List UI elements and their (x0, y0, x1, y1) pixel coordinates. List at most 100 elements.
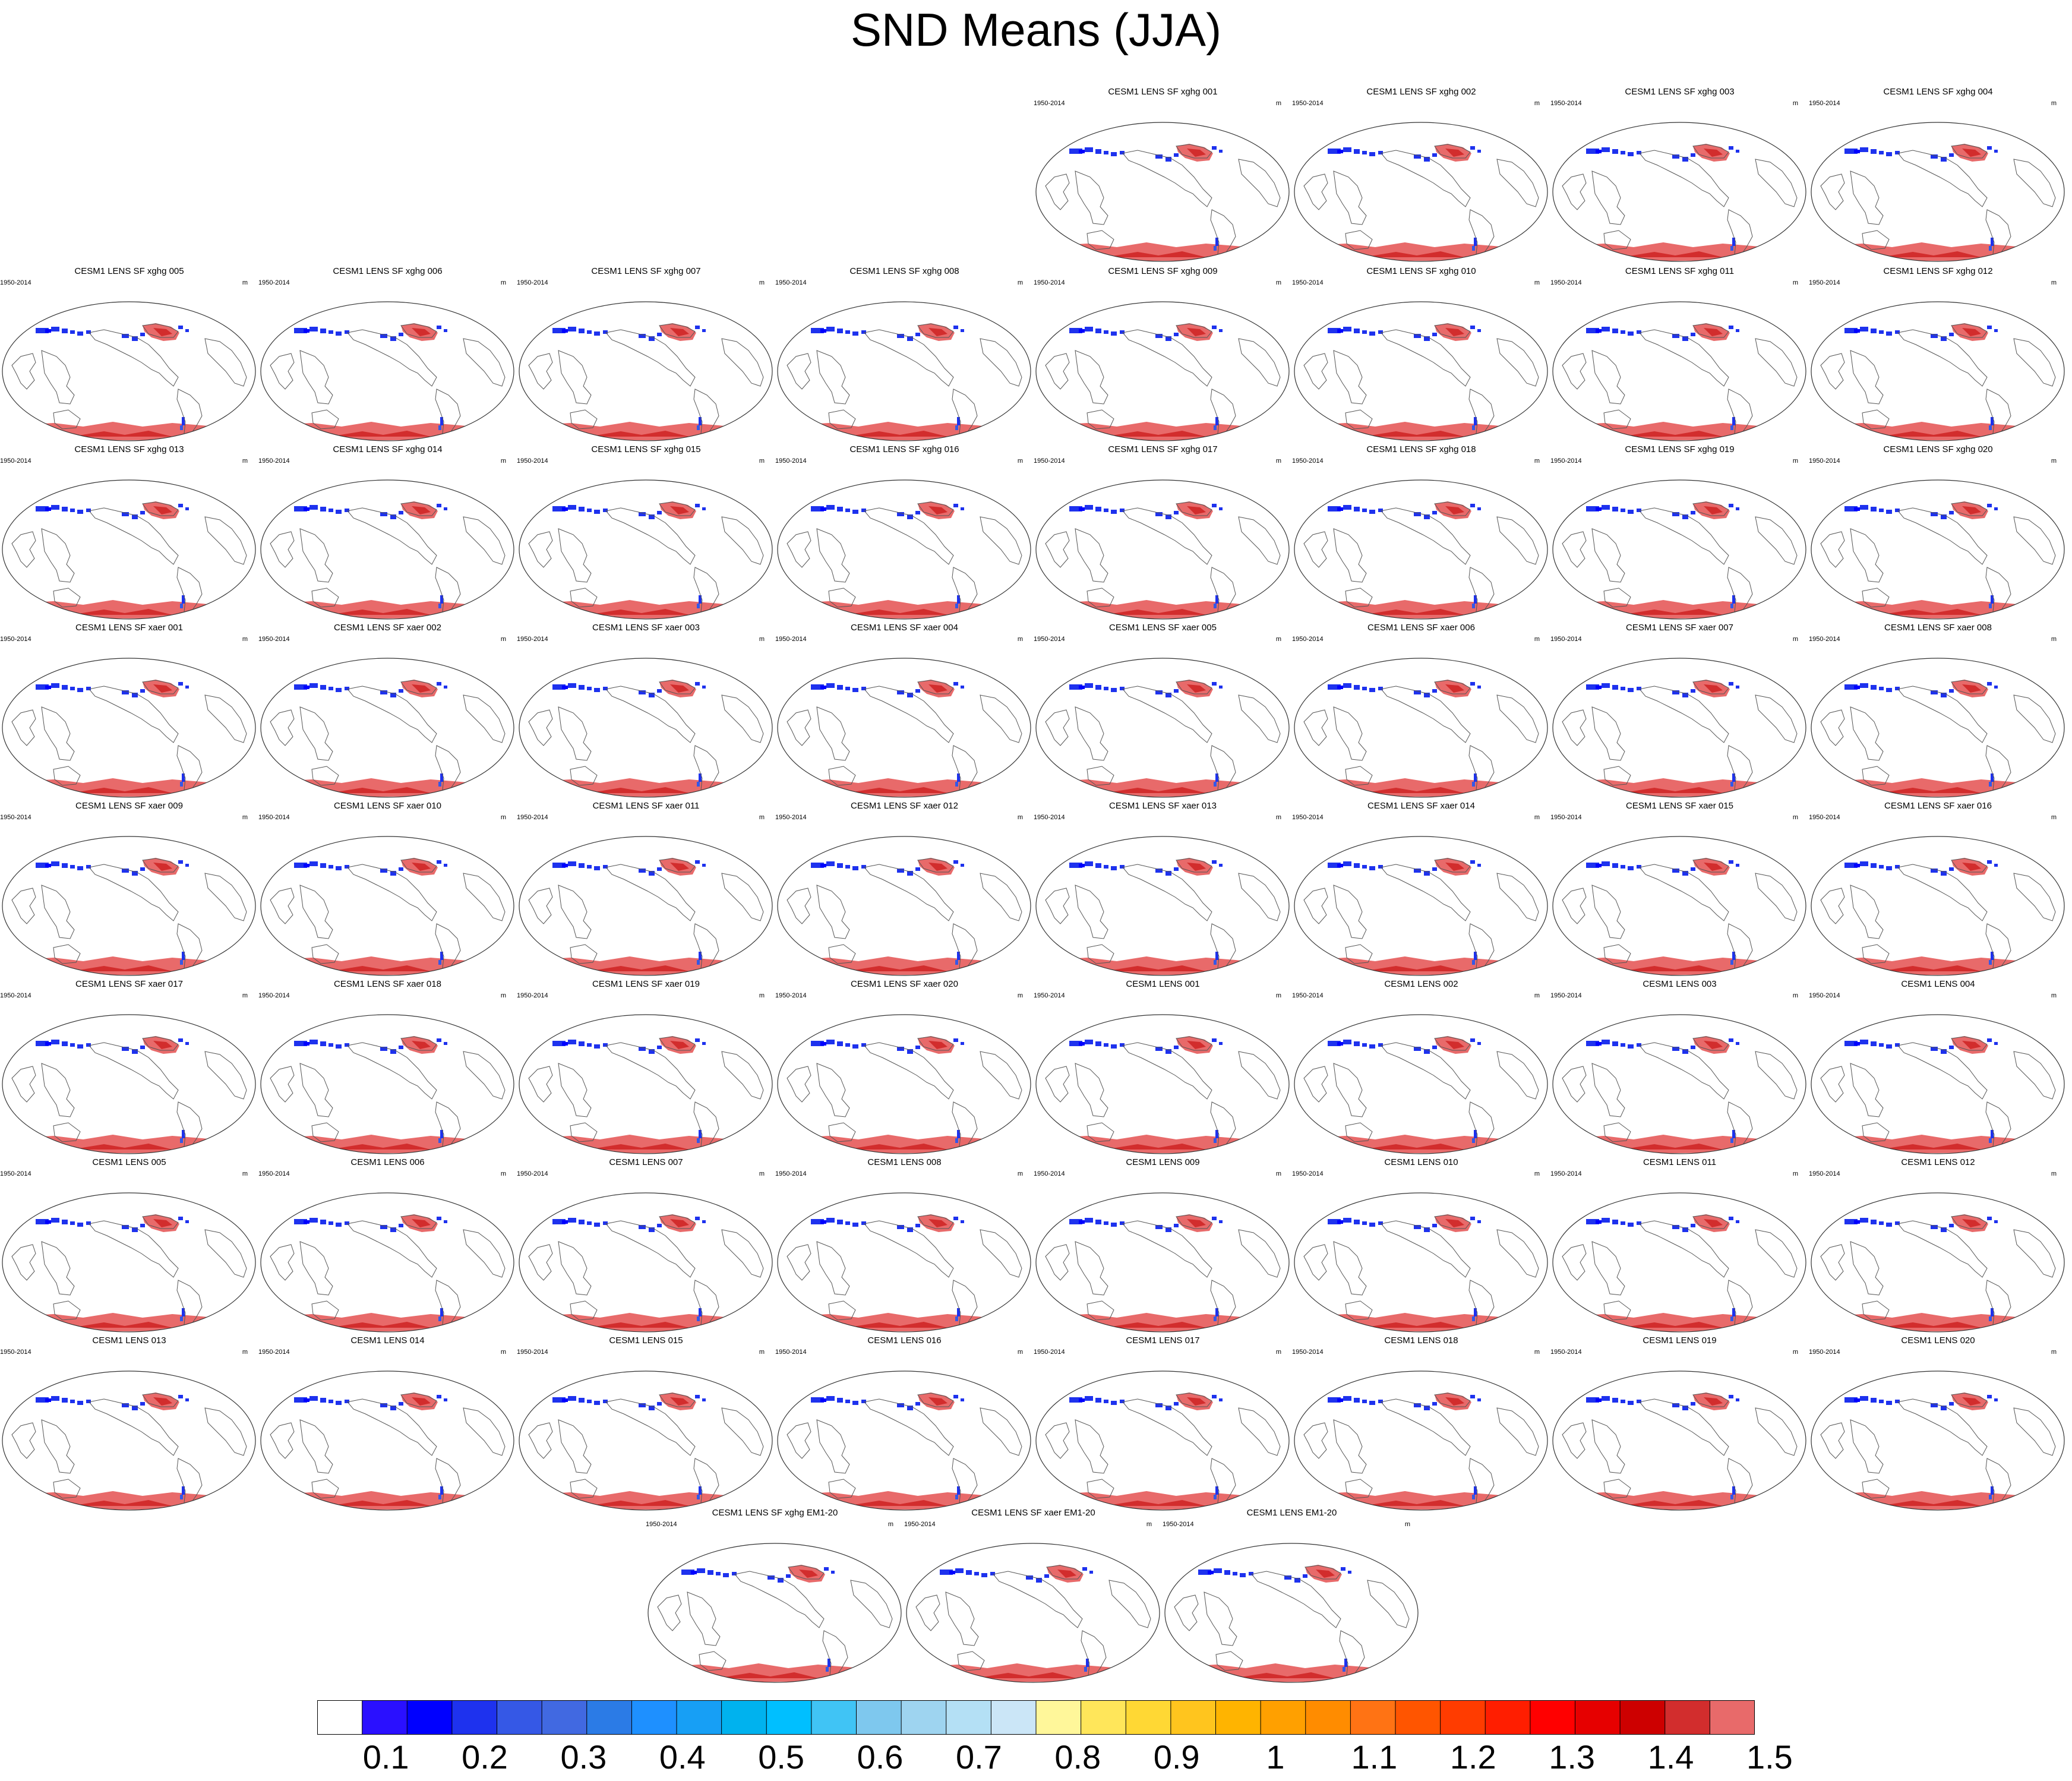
map-border (1294, 479, 1548, 620)
panel-units-label: m (1017, 1349, 1023, 1356)
antarctica-snow-region (1304, 600, 1536, 619)
antarctica-snow-region (916, 1663, 1148, 1682)
map-border (648, 1543, 902, 1683)
map-border (777, 301, 1031, 441)
map-panel: CESM1 LENS SF xghg 012 1950-2014 m (1809, 266, 2067, 446)
panel-period-label: 1950-2014 (775, 1170, 807, 1177)
panel-period-label: 1950-2014 (1550, 636, 1582, 643)
antarctica-deep-snow-region (71, 787, 172, 793)
antarctica-deep-snow-region (1880, 1144, 1981, 1150)
panel-units-label: m (1017, 814, 1023, 821)
map-plot (519, 1192, 773, 1332)
panel-period-label: 1950-2014 (517, 457, 548, 465)
map-plot (2, 1192, 256, 1332)
map-border (777, 1371, 1031, 1511)
panel-period-label: 1950-2014 (1292, 100, 1324, 107)
antarctica-deep-snow-region (1622, 787, 1723, 793)
map-border (1552, 479, 1806, 620)
panel-period-label: 1950-2014 (1034, 1349, 1065, 1356)
panel-period-label: 1950-2014 (775, 457, 807, 465)
map-border (1294, 122, 1548, 262)
colorbar-swatch (1395, 1700, 1441, 1735)
antarctica-deep-snow-region (1105, 1144, 1206, 1150)
map-border (519, 836, 773, 976)
panel-title: CESM1 LENS SF xaer 015 (1626, 801, 1733, 811)
map-plot (1035, 1371, 1290, 1511)
panel-units-label: m (887, 1521, 893, 1528)
antarctica-snow-region (12, 778, 244, 797)
map-plot (777, 1014, 1031, 1154)
colorbar-tick-label: 1.3 (1549, 1738, 1596, 1776)
colorbar-labels: 0.1 0.2 0.3 0.4 0.5 0.6 0.7 0.8 0.9 1 1.1 1.2 1.3 1.4… (317, 1738, 1793, 1779)
antarctica-snow-region (1046, 422, 1277, 441)
colorbar-tick-label: 1 (1266, 1738, 1285, 1776)
map-plot (1552, 1014, 1806, 1154)
map-border (519, 1371, 773, 1511)
colorbar-tick-label: 0.6 (857, 1738, 904, 1776)
map-plot (1035, 1014, 1290, 1154)
colorbar (317, 1700, 1755, 1735)
panel-period-label: 1950-2014 (0, 1170, 31, 1177)
panel-title: CESM1 LENS SF xaer 002 (334, 623, 441, 633)
map-border (1811, 1014, 2065, 1154)
map-plot (777, 836, 1031, 976)
antarctica-deep-snow-region (588, 965, 689, 971)
panel-title: CESM1 LENS SF xaer 004 (851, 623, 958, 633)
antarctica-deep-snow-region (847, 787, 947, 793)
panel-period-label: 1950-2014 (0, 279, 31, 286)
panel-title: CESM1 LENS 001 (1126, 979, 1200, 989)
panel-title: CESM1 LENS SF xghg 010 (1366, 266, 1476, 276)
map-panel: CESM1 LENS SF xaer 009 1950-2014 m (0, 801, 258, 980)
antarctica-snow-region (658, 1663, 889, 1682)
map-border (2, 658, 256, 798)
panel-period-label: 1950-2014 (775, 992, 807, 999)
map-plot (1164, 1543, 1419, 1683)
antarctica-snow-region (787, 778, 1019, 797)
map-plot (906, 1543, 1160, 1683)
panel-title: CESM1 LENS SF xaer 009 (75, 801, 183, 811)
map-plot (1552, 301, 1806, 441)
panel-title: CESM1 LENS SF xaer 010 (334, 801, 441, 811)
map-plot (1552, 1192, 1806, 1332)
antarctica-deep-snow-region (71, 1322, 172, 1328)
antarctica-deep-snow-region (1622, 431, 1723, 437)
antarctica-snow-region (270, 1313, 502, 1332)
panel-title: CESM1 LENS SF xghg EM1-20 (712, 1508, 838, 1518)
antarctica-deep-snow-region (1880, 787, 1981, 793)
map-panel: CESM1 LENS SF xaer 018 1950-2014 m (258, 979, 517, 1158)
map-panel: CESM1 LENS 004 1950-2014 m (1809, 979, 2067, 1158)
antarctica-snow-region (1562, 1135, 1794, 1154)
colorbar-swatch (901, 1700, 947, 1735)
panel-period-label: 1950-2014 (0, 814, 31, 821)
panel-units-label: m (500, 279, 506, 286)
antarctica-deep-snow-region (588, 609, 689, 615)
map-panel: CESM1 LENS SF xghg 002 1950-2014 m (1292, 87, 1550, 266)
map-plot (2, 658, 256, 798)
panel-units-label: m (242, 1170, 248, 1177)
panel-title: CESM1 LENS SF xghg 019 (1625, 444, 1735, 454)
panel-period-label: 1950-2014 (517, 279, 548, 286)
panel-title: CESM1 LENS SF xaer 016 (1884, 801, 1992, 811)
panel-title: CESM1 LENS 005 (92, 1157, 166, 1167)
map-panel: CESM1 LENS SF xaer 003 1950-2014 m (517, 623, 775, 802)
panel-period-label: 1950-2014 (1163, 1521, 1194, 1528)
map-border (2, 1014, 256, 1154)
panel-title: CESM1 LENS SF xaer 013 (1109, 801, 1217, 811)
map-plot (1294, 1192, 1548, 1332)
map-border (1552, 1371, 1806, 1511)
antarctica-snow-region (529, 778, 760, 797)
map-border (1294, 301, 1548, 441)
map-panel: CESM1 LENS SF xaer 011 1950-2014 m (517, 801, 775, 980)
map-panel: CESM1 LENS 006 1950-2014 m (258, 1157, 517, 1337)
antarctica-snow-region (270, 1135, 502, 1154)
panel-period-label: 1950-2014 (1550, 100, 1582, 107)
antarctica-deep-snow-region (588, 431, 689, 437)
panel-units-label: m (1792, 279, 1798, 286)
antarctica-snow-region (529, 956, 760, 975)
map-border (260, 836, 514, 976)
antarctica-deep-snow-region (1363, 1500, 1464, 1506)
map-plot (2, 1014, 256, 1154)
colorbar-swatch (1305, 1700, 1351, 1735)
map-panel: CESM1 LENS SF xghg 007 1950-2014 m (517, 266, 775, 446)
panel-period-label: 1950-2014 (1550, 814, 1582, 821)
